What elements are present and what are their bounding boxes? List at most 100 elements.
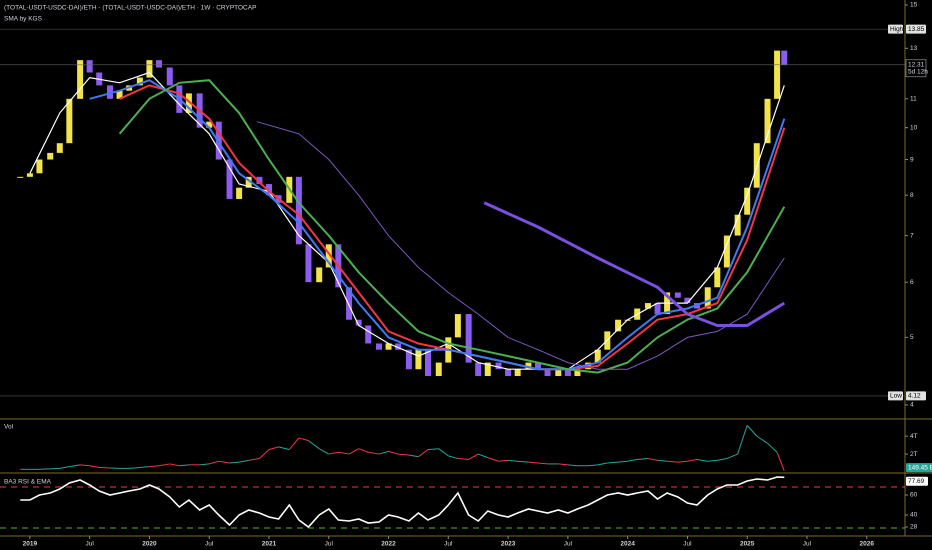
- last-volume-bg: [906, 463, 932, 473]
- rsi-line: [20, 476, 785, 529]
- volume-segment: [209, 460, 219, 465]
- y-tick-label: 5: [910, 334, 914, 341]
- pane-title: BA3 RSI & EMA: [4, 479, 52, 486]
- y-tick-label: 10: [910, 124, 918, 131]
- y-tick-label: 15: [910, 2, 918, 9]
- candle: [684, 297, 691, 304]
- volume-segment: [498, 459, 509, 462]
- candle: [534, 362, 541, 370]
- candle: [365, 325, 372, 344]
- candle: [454, 314, 461, 338]
- volume-segment: [776, 452, 785, 471]
- candle: [781, 50, 788, 65]
- volume-segment: [696, 458, 708, 462]
- volume-segment: [707, 459, 718, 462]
- last-rsi-bg: [906, 476, 928, 486]
- candle: [385, 343, 392, 350]
- candle: [734, 214, 741, 236]
- volume-segment: [408, 454, 419, 458]
- volume-segment: [338, 451, 350, 455]
- last-price: 12.31: [908, 62, 925, 69]
- y-tick-label: 40: [910, 512, 918, 519]
- volume-segment: [468, 453, 479, 460]
- volume-segment: [457, 458, 469, 460]
- volume-segment: [588, 464, 598, 467]
- y-tick-label: 11: [910, 96, 917, 103]
- candle: [265, 184, 272, 196]
- y-tick-label: 8: [910, 192, 914, 199]
- volume-segment: [288, 437, 300, 450]
- candle: [295, 176, 302, 245]
- volume-segment: [737, 425, 748, 455]
- candle: [585, 362, 592, 370]
- volume-segment: [169, 463, 180, 467]
- candle: [465, 314, 472, 363]
- candle: [56, 143, 63, 153]
- x-tick-label: Jul: [86, 541, 95, 548]
- sma-line: [256, 121, 785, 370]
- volume-segment: [537, 462, 548, 465]
- candle: [615, 319, 622, 332]
- volume-segment: [348, 448, 359, 455]
- x-tick-label: 2019: [23, 541, 38, 548]
- x-tick-label: 2022: [381, 541, 396, 548]
- candle: [574, 369, 581, 377]
- y-tick-label: 4: [910, 402, 914, 409]
- volume-segment: [637, 458, 649, 460]
- candle: [525, 362, 532, 370]
- volume-segment: [647, 458, 658, 461]
- chart-title: (TOTAL-USDT-USDC-DAI)/ETH - (TOTAL-USDT-…: [4, 5, 256, 12]
- last-rsi: 77.69: [908, 478, 925, 485]
- volume-segment: [158, 463, 170, 467]
- candle: [435, 362, 442, 377]
- countdown: 5d 12h: [908, 69, 928, 76]
- candle: [316, 267, 323, 283]
- volume-segment: [69, 464, 81, 468]
- volume-segment: [149, 465, 160, 468]
- volume-segment: [308, 440, 320, 450]
- volume-segment: [687, 458, 698, 462]
- volume-segment: [517, 460, 529, 463]
- candle: [226, 159, 233, 199]
- candle: [495, 362, 502, 370]
- candle: [77, 60, 84, 99]
- low-value: 4.12: [908, 393, 921, 400]
- volume-segment: [218, 460, 230, 464]
- candle: [505, 369, 512, 377]
- volume-segment: [358, 448, 369, 453]
- volume-segment: [418, 449, 429, 458]
- high-label-bg: [888, 24, 903, 34]
- volume-segment: [388, 450, 399, 455]
- candle: [744, 187, 751, 215]
- volume-segment: [278, 446, 290, 451]
- last-price-bg: [905, 59, 927, 78]
- volume-segment: [677, 460, 688, 463]
- candle: [723, 235, 730, 268]
- volume-segment: [268, 446, 279, 451]
- candle: [415, 349, 422, 370]
- candle: [375, 343, 382, 350]
- y-tick-label: 13: [910, 45, 918, 52]
- candle: [206, 121, 213, 128]
- x-tick-label: Jul: [803, 541, 812, 548]
- volume-segment: [667, 460, 678, 463]
- volume-segment: [528, 461, 539, 464]
- high-value-bg: [906, 24, 926, 34]
- volume-segment: [427, 448, 439, 451]
- candle: [674, 292, 681, 298]
- candle: [26, 173, 33, 177]
- y-tick-label: 4T: [910, 433, 918, 440]
- volume-segment: [618, 460, 628, 463]
- y-tick-label: 7: [910, 232, 914, 239]
- candle: [395, 343, 402, 350]
- volume-segment: [657, 459, 668, 462]
- volume-segment: [726, 453, 738, 460]
- volume-segment: [259, 449, 270, 459]
- last-volume: 149.45 B: [908, 464, 932, 471]
- volume-segment: [328, 451, 339, 455]
- candle: [136, 77, 143, 86]
- candle: [236, 187, 243, 199]
- x-tick-label: Jul: [325, 541, 334, 548]
- sma-line: [483, 201, 786, 327]
- candle: [245, 176, 252, 188]
